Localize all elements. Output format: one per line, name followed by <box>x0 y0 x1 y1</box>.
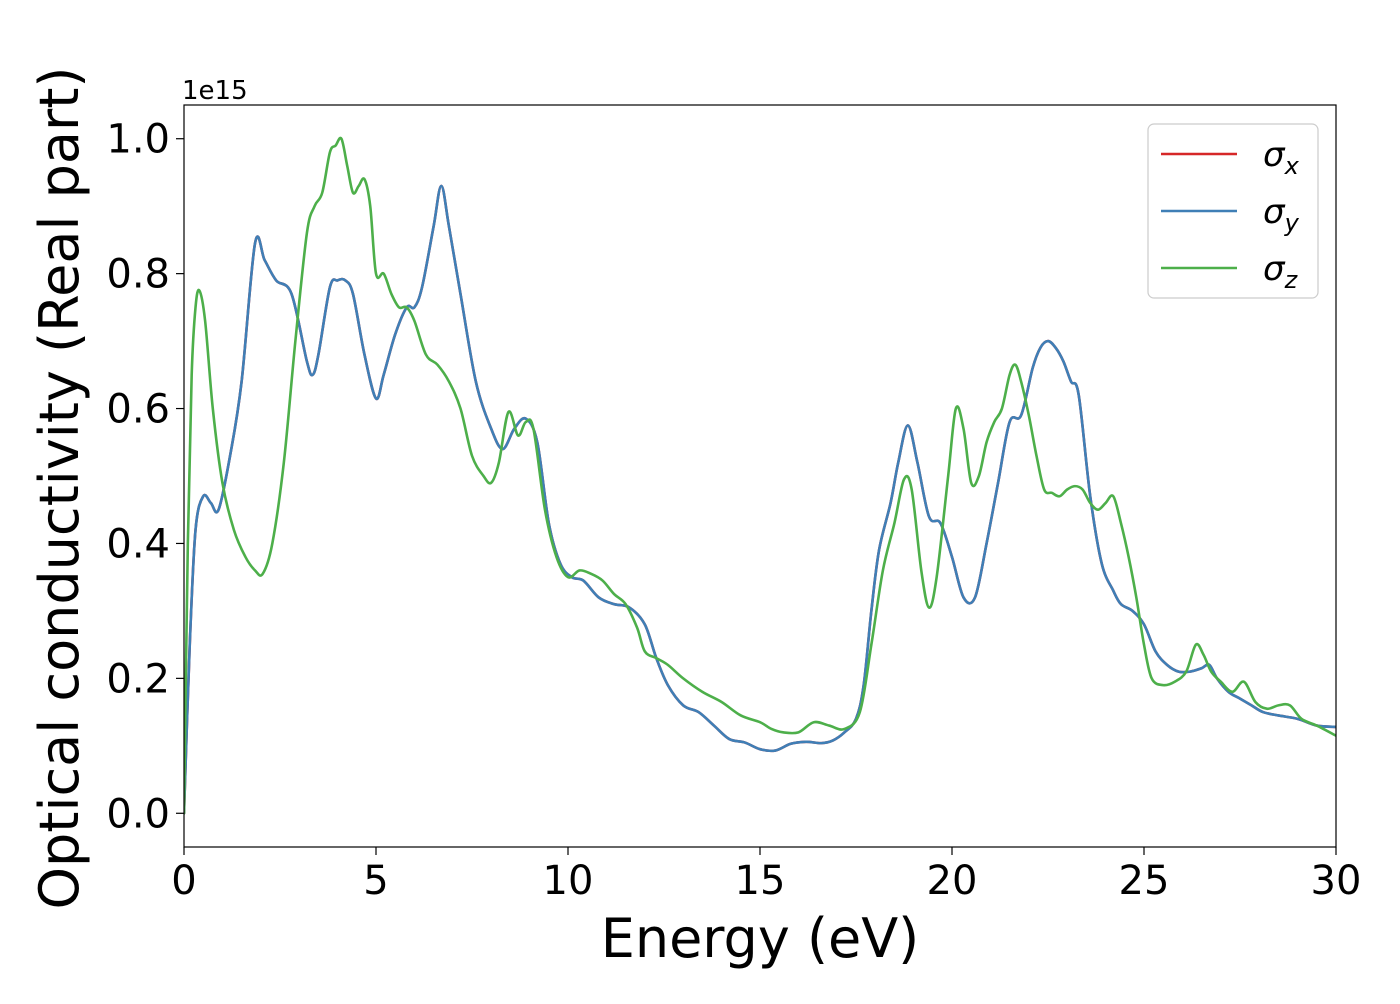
legend-label-sigma-y: σy <box>1263 192 1300 237</box>
x-tick-label: 30 <box>1311 858 1362 904</box>
y-tick-label: 0.0 <box>106 791 170 837</box>
x-tick-label: 20 <box>927 858 978 904</box>
y-axis-offset-label: 1e15 <box>182 76 248 106</box>
legend-label-sigma-z: σz <box>1263 249 1299 294</box>
x-tick-label: 10 <box>543 858 594 904</box>
y-tick-label: 0.4 <box>106 521 170 567</box>
x-axis-title: Energy (eV) <box>601 907 920 970</box>
y-tick-label: 0.8 <box>106 252 170 298</box>
series-layer <box>184 136 1336 815</box>
y-axis-title: Optical conductivity (Real part) <box>28 67 91 910</box>
legend-label-sigma-x: σx <box>1263 135 1300 180</box>
x-tick-label: 5 <box>363 858 388 904</box>
x-tick-label: 0 <box>171 858 196 904</box>
x-tick-label: 25 <box>1119 858 1170 904</box>
y-tick-label: 0.6 <box>106 387 170 433</box>
legend: σx σy σz <box>1147 123 1319 299</box>
y-axis-ticks: 0.0 0.2 0.4 0.6 0.8 1.0 <box>106 117 184 837</box>
y-tick-label: 0.2 <box>106 656 170 702</box>
y-tick-label: 1.0 <box>106 117 170 163</box>
series-line-sigma-y <box>184 184 1336 815</box>
x-tick-label: 15 <box>735 858 786 904</box>
x-axis-ticks: 0 5 10 15 20 25 30 <box>171 847 1361 904</box>
series-line-sigma-z <box>184 136 1336 815</box>
